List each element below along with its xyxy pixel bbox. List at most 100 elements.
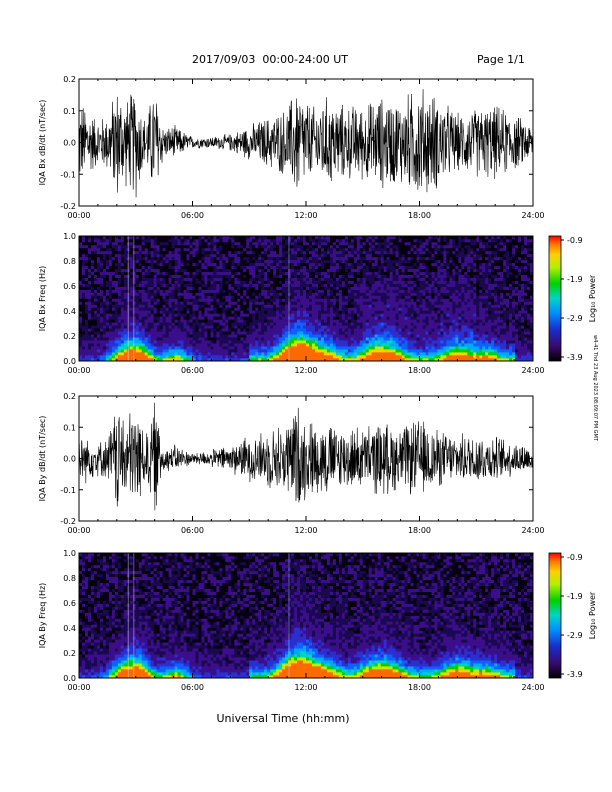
panel-2-spectrogram-cell — [395, 253, 399, 258]
panel-2-spectrogram-cell — [335, 247, 340, 252]
panel-2-spectrogram-cell — [300, 313, 304, 317]
panel-2-spectrogram-cell — [350, 325, 355, 329]
panel-2-spectrogram-cell — [329, 355, 334, 359]
panel-2-spectrogram-cell — [156, 358, 160, 362]
panel-2-spectrogram-cell — [228, 307, 232, 311]
panel-2-spectrogram-cell — [189, 334, 193, 338]
panel-2-spectrogram-cell — [344, 349, 349, 353]
panel-2-spectrogram-cell — [81, 322, 86, 326]
panel-2-spectrogram-cell — [276, 298, 280, 302]
panel-2-spectrogram-cell — [228, 256, 232, 261]
panel-2-spectrogram-cell — [389, 241, 393, 246]
panel-2-spectrogram-cell — [105, 277, 110, 281]
panel-2-spectrogram-cell — [347, 322, 352, 326]
panel-2-spectrogram-cell — [294, 346, 298, 350]
panel-2-spectrogram-cell — [192, 298, 196, 302]
panel-2-spectrogram-cell — [168, 271, 172, 275]
panel-2-spectrogram-cell — [410, 328, 414, 332]
panel-2-spectrogram-cell — [255, 292, 259, 296]
panel-1-y-tick-label: -0.1 — [60, 170, 76, 179]
panel-2-spectrogram-cell — [353, 307, 358, 311]
panel-2-spectrogram-cell — [180, 349, 184, 353]
panel-2-spectrogram-cell — [192, 268, 196, 273]
panel-2-spectrogram-cell — [288, 274, 292, 278]
panel-2-spectrogram-cell — [165, 247, 169, 252]
panel-2-spectrogram-cell — [93, 340, 98, 344]
panel-2-spectrogram-cell — [252, 280, 256, 284]
panel-2-spectrogram-cell — [183, 253, 187, 258]
panel-2-spectrogram-cell — [300, 298, 304, 302]
panel-1-waveform-series — [79, 89, 533, 198]
panel-2-spectrogram-cell — [398, 307, 402, 311]
panel-2-spectrogram-cell — [422, 262, 426, 267]
panel-2-spectrogram-cell — [291, 262, 295, 267]
panel-2-spectrogram-cell — [285, 271, 289, 275]
panel-2-spectrogram-cell — [213, 286, 217, 290]
panel-2-spectrogram-cell — [87, 250, 92, 255]
panel-2-spectrogram-cell — [267, 253, 271, 258]
panel-2-spectrogram-cell — [294, 331, 298, 335]
panel-2-spectrogram-cell — [135, 322, 140, 326]
panel-2-spectrogram-cell — [306, 328, 310, 332]
panel-2-spectrogram-cell — [398, 268, 402, 273]
panel-2-spectrogram-cell — [297, 274, 301, 278]
panel-2-spectrogram-cell — [401, 319, 405, 323]
panel-2-spectrogram-cell — [425, 274, 429, 278]
panel-2-spectrogram-cell — [171, 274, 175, 278]
panel-2-spectrogram-cell — [225, 349, 229, 353]
panel-2-spectrogram-cell — [389, 289, 393, 293]
panel-2-spectrogram-cell — [344, 316, 349, 320]
panel-1-y-tick-label: 0.1 — [63, 107, 76, 116]
panel-2-spectrogram-cell — [150, 236, 154, 240]
panel-2-spectrogram-cell — [234, 349, 238, 353]
panel-2-spectrogram-cell — [177, 265, 181, 270]
panel-2-spectrogram-cell — [380, 265, 384, 270]
panel-2-spectrogram-cell — [279, 286, 283, 290]
panel-2-spectrogram-cell — [162, 241, 166, 246]
panel-2-spectrogram-cell — [425, 307, 429, 311]
panel-2-spectrogram-cell — [282, 352, 286, 356]
panel-2-spectrogram-cell — [171, 256, 175, 261]
panel-2-spectrogram-cell — [99, 325, 104, 329]
panel-2-spectrogram-cell — [150, 238, 154, 243]
panel-2-spectrogram-cell — [171, 307, 175, 311]
panel-2-spectrogram-cell — [317, 358, 322, 362]
panel-2-spectrogram-cell — [201, 256, 205, 261]
panel-2-spectrogram-cell — [389, 352, 393, 356]
panel-2-spectrogram-cell — [204, 340, 208, 344]
panel-2-spectrogram-cell — [201, 349, 205, 353]
panel-2-spectrogram-cell — [395, 325, 399, 329]
panel-2-spectrogram-cell — [231, 334, 235, 338]
panel-2-spectrogram-cell — [90, 322, 95, 326]
panel-2-spectrogram-cell — [183, 292, 187, 296]
panel-2-spectrogram-cell — [353, 343, 358, 347]
panel-2-spectrogram-cell — [120, 352, 125, 356]
panel-2-spectrogram-cell — [165, 358, 169, 362]
panel-2-spectrogram-cell — [147, 289, 151, 293]
panel-2-spectrogram-cell — [386, 274, 390, 278]
panel-2-spectrogram-cell — [225, 259, 229, 264]
panel-2-spectrogram-cell — [320, 346, 325, 350]
panel-2-spectrogram-cell — [156, 316, 160, 320]
panel-2-spectrogram-cell — [413, 331, 417, 335]
panel-2-spectrogram-cell — [341, 289, 346, 293]
panel-2-spectrogram-cell — [96, 292, 101, 296]
panel-2-spectrogram-cell — [407, 271, 411, 275]
panel-2-spectrogram-cell — [207, 340, 211, 344]
panel-2-spectrogram-cell — [120, 310, 125, 314]
panel-2-spectrogram-cell — [114, 352, 119, 356]
panel-2-spectrogram-cell — [413, 241, 417, 246]
panel-2-spectrogram-cell — [165, 355, 169, 359]
panel-2-spectrogram-cell — [401, 352, 405, 356]
panel-2-spectrogram-cell — [320, 304, 325, 308]
panel-2-spectrogram-cell — [380, 337, 384, 341]
panel-2-spectrogram-cell — [105, 340, 110, 344]
panel-2-spectrogram-cell — [282, 289, 286, 293]
panel-2-spectrogram-cell — [246, 283, 250, 287]
panel-2-spectrogram-cell — [306, 313, 310, 317]
panel-2-spectrogram-cell — [311, 280, 316, 284]
panel-2-spectrogram-cell — [353, 292, 358, 296]
panel-2-spectrogram-cell — [93, 268, 98, 273]
panel-2-spectrogram-cell — [410, 322, 414, 326]
panel-2-spectrogram-cell — [213, 280, 217, 284]
